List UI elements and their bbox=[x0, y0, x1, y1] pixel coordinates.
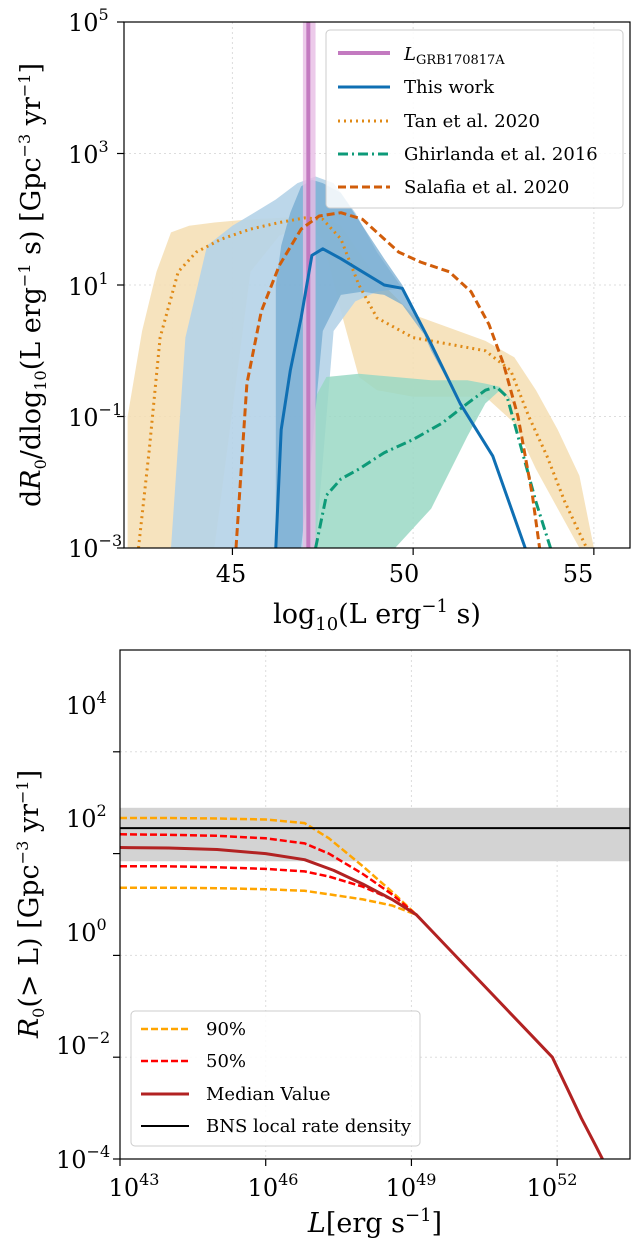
bottom-legend-box bbox=[130, 1010, 421, 1147]
series-line-50pct-upper bbox=[120, 833, 418, 916]
legend-salafia-label: Salafia et al. 2020 bbox=[404, 177, 569, 198]
top-panel: 10−3 10−1 101 103 105 45 50 55 log10(L e… bbox=[15, 5, 631, 635]
legend-this-work-label: This work bbox=[404, 77, 495, 98]
legend-ghirlanda-label: Ghirlanda et al. 2016 bbox=[404, 144, 598, 165]
bottom-plot-area bbox=[120, 807, 630, 1159]
bottom-legend: 90% 50% Median Value BNS local rate dens… bbox=[130, 1010, 421, 1147]
bottom-y-tick-label: 10−4 bbox=[56, 1142, 110, 1174]
top-y-axis-label: dR0/dlog10(L erg−1 s) [Gpc−3 yr−1] bbox=[15, 63, 50, 507]
top-legend: LGRB170817A This work Tan et al. 2020 Gh… bbox=[325, 29, 624, 209]
top-x-tick-label: 45 bbox=[216, 560, 247, 588]
series-line-median-value bbox=[120, 846, 605, 1159]
top-y-tick-label: 10−3 bbox=[68, 531, 122, 563]
top-x-tick-label: 50 bbox=[389, 560, 420, 588]
series-line-90pct-lower bbox=[120, 886, 417, 916]
top-y-tick-label: 10−1 bbox=[68, 400, 122, 432]
bottom-x-axis-label: L[erg s−1] bbox=[307, 1205, 442, 1238]
bottom-ticks bbox=[113, 751, 558, 1166]
bottom-x-tick-label: 1046 bbox=[248, 1170, 299, 1202]
ghirlanda-band bbox=[304, 373, 587, 548]
bottom-panel: 10−4 10−2 100 102 104 1043 1046 1049 105… bbox=[13, 649, 631, 1239]
legend-grb-label: LGRB170817A bbox=[403, 44, 505, 68]
legend-bns-label: BNS local rate density bbox=[206, 1116, 412, 1137]
top-y-tick-label: 103 bbox=[68, 137, 109, 169]
legend-50-label: 50% bbox=[206, 1051, 246, 1072]
bottom-x-tick-label: 1043 bbox=[109, 1170, 160, 1202]
bottom-y-axis-label: R0(> L) [Gpc−3 yr−1] bbox=[13, 770, 48, 1039]
bottom-y-tick-label: 10−2 bbox=[56, 1028, 110, 1060]
top-y-tick-label: 101 bbox=[68, 269, 109, 301]
series-line-90pct-upper bbox=[120, 816, 418, 916]
bottom-axes-frame bbox=[119, 649, 631, 1160]
bottom-x-tick-label: 1052 bbox=[527, 1170, 578, 1202]
bottom-y-tick-label: 100 bbox=[66, 915, 107, 947]
bottom-y-tick-label: 104 bbox=[66, 688, 107, 720]
this-work-inner-band bbox=[275, 179, 526, 548]
top-legend-box bbox=[325, 29, 624, 209]
bottom-y-tick-label: 102 bbox=[66, 801, 107, 833]
series-line-this-work bbox=[274, 247, 527, 548]
series-line-ghirlanda-et-al-2016 bbox=[314, 385, 552, 548]
bottom-x-tick-label: 1049 bbox=[386, 1170, 437, 1202]
legend-median-label: Median Value bbox=[206, 1084, 331, 1105]
legend-tan-label: Tan et al. 2020 bbox=[404, 111, 540, 132]
top-y-tick-label: 105 bbox=[68, 5, 109, 37]
top-plot-area bbox=[127, 22, 594, 548]
top-x-tick-label: 55 bbox=[563, 560, 594, 588]
top-x-axis-label: log10(L erg−1 s) bbox=[273, 596, 481, 635]
series-line-tan-et-al-2020 bbox=[137, 216, 588, 548]
top-ticks bbox=[117, 21, 595, 555]
series-line-salafia-et-al-2020 bbox=[234, 211, 542, 548]
legend-90-label: 90% bbox=[206, 1019, 246, 1040]
